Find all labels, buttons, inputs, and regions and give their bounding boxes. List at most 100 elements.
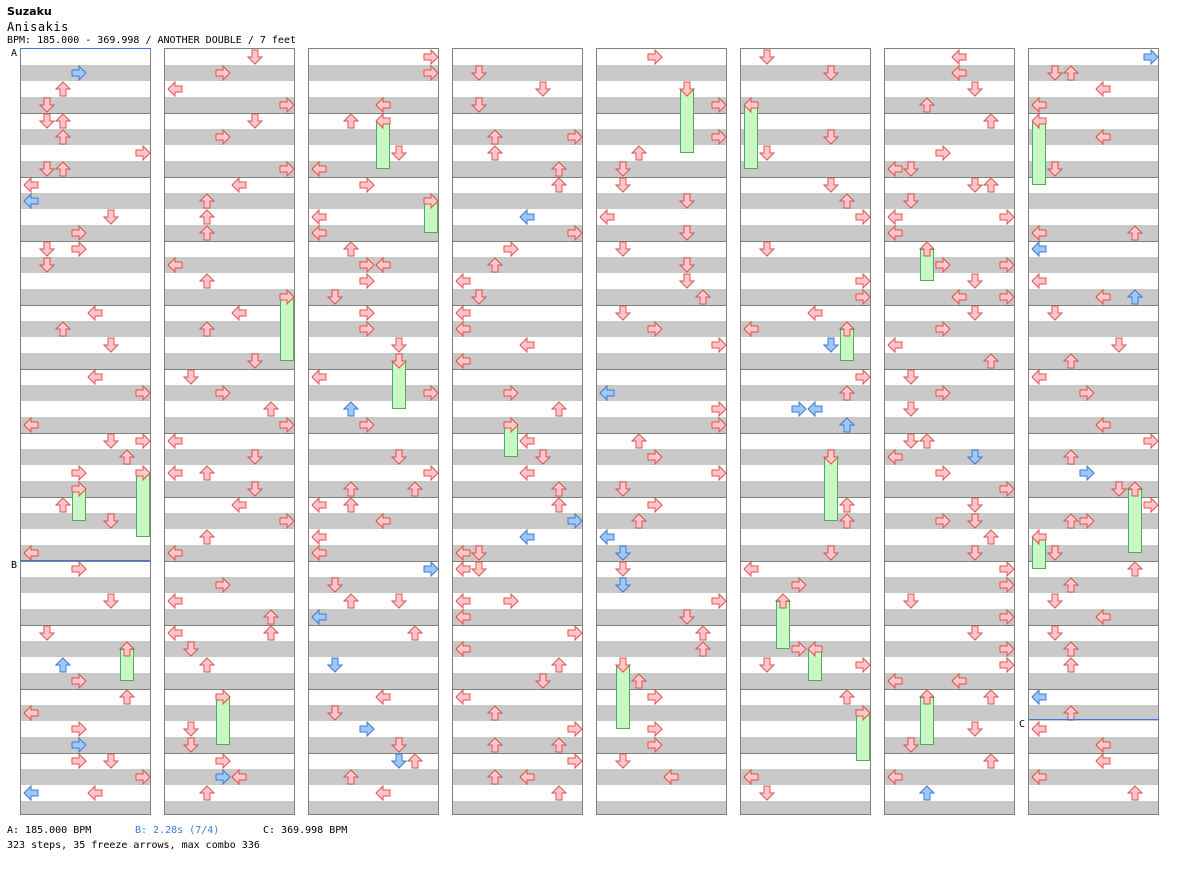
- right-arrow-icon: [647, 449, 663, 465]
- down-arrow-icon: [967, 721, 983, 737]
- up-arrow-icon: [983, 689, 999, 705]
- down-arrow-icon: [615, 161, 631, 177]
- right-arrow-icon: [855, 273, 870, 289]
- song-title: Suzaku: [7, 5, 52, 18]
- measure-line: [741, 369, 870, 370]
- down-arrow-icon: [615, 481, 631, 497]
- measure-line: [885, 305, 1014, 306]
- down-arrow-icon: [39, 625, 55, 641]
- up-arrow-icon: [839, 321, 855, 337]
- right-arrow-icon: [567, 753, 582, 769]
- down-arrow-icon: [903, 193, 919, 209]
- up-arrow-icon: [55, 321, 71, 337]
- up-arrow-icon: [407, 625, 423, 641]
- chart-column-1: [20, 48, 151, 815]
- section-label: B: [11, 560, 18, 571]
- measure-line: [309, 369, 438, 370]
- left-arrow-icon: [311, 225, 327, 241]
- down-arrow-icon: [967, 305, 983, 321]
- left-arrow-icon: [455, 641, 471, 657]
- measure-line: [741, 689, 870, 690]
- left-arrow-icon: [455, 689, 471, 705]
- right-arrow-icon: [935, 465, 951, 481]
- measure-line: [597, 241, 726, 242]
- measure-line: [309, 561, 438, 562]
- down-arrow-icon: [615, 561, 631, 577]
- freeze-arrow: [824, 457, 838, 521]
- left-arrow-icon: [311, 369, 327, 385]
- down-arrow-icon: [471, 97, 487, 113]
- measure-line: [741, 497, 870, 498]
- right-arrow-icon: [711, 593, 726, 609]
- up-arrow-icon: [983, 177, 999, 193]
- left-arrow-icon: [1095, 753, 1111, 769]
- left-arrow-icon: [455, 321, 471, 337]
- right-arrow-icon: [647, 497, 663, 513]
- down-arrow-icon: [1047, 545, 1063, 561]
- right-arrow-icon: [359, 177, 375, 193]
- down-arrow-icon: [391, 449, 407, 465]
- left-arrow-icon: [23, 417, 39, 433]
- left-arrow-icon: [23, 193, 39, 209]
- right-arrow-icon: [71, 561, 87, 577]
- up-arrow-icon: [1063, 577, 1079, 593]
- right-arrow-icon: [215, 769, 231, 785]
- right-arrow-icon: [935, 321, 951, 337]
- freeze-arrow: [1032, 121, 1046, 185]
- left-arrow-icon: [951, 673, 967, 689]
- up-arrow-icon: [919, 785, 935, 801]
- left-arrow-icon: [455, 545, 471, 561]
- measure-line: [885, 113, 1014, 114]
- up-arrow-icon: [695, 625, 711, 641]
- left-arrow-icon: [167, 465, 183, 481]
- right-arrow-icon: [135, 433, 150, 449]
- measure-line: [309, 177, 438, 178]
- up-arrow-icon: [487, 257, 503, 273]
- right-arrow-icon: [935, 257, 951, 273]
- left-arrow-icon: [1095, 81, 1111, 97]
- left-arrow-icon: [375, 513, 391, 529]
- left-arrow-icon: [807, 401, 823, 417]
- left-arrow-icon: [887, 209, 903, 225]
- right-arrow-icon: [1079, 465, 1095, 481]
- down-arrow-icon: [183, 641, 199, 657]
- down-arrow-icon: [679, 193, 695, 209]
- right-arrow-icon: [711, 465, 726, 481]
- left-arrow-icon: [743, 561, 759, 577]
- left-arrow-icon: [743, 769, 759, 785]
- down-arrow-icon: [615, 545, 631, 561]
- right-arrow-icon: [999, 209, 1014, 225]
- measure-line: [453, 561, 582, 562]
- down-arrow-icon: [823, 129, 839, 145]
- right-arrow-icon: [647, 721, 663, 737]
- right-arrow-icon: [999, 561, 1014, 577]
- down-arrow-icon: [823, 65, 839, 81]
- up-arrow-icon: [343, 593, 359, 609]
- up-arrow-icon: [1063, 513, 1079, 529]
- down-arrow-icon: [903, 593, 919, 609]
- left-arrow-icon: [311, 609, 327, 625]
- down-arrow-icon: [39, 241, 55, 257]
- right-arrow-icon: [711, 129, 726, 145]
- right-arrow-icon: [647, 689, 663, 705]
- left-arrow-icon: [519, 465, 535, 481]
- measure-line: [741, 625, 870, 626]
- down-arrow-icon: [615, 753, 631, 769]
- left-arrow-icon: [519, 529, 535, 545]
- right-arrow-icon: [791, 577, 807, 593]
- up-arrow-icon: [55, 129, 71, 145]
- up-arrow-icon: [983, 353, 999, 369]
- measure-line: [309, 113, 438, 114]
- measure-line: [1029, 433, 1158, 434]
- measure-line: [309, 689, 438, 690]
- measure-line: [885, 561, 1014, 562]
- left-arrow-icon: [231, 177, 247, 193]
- right-arrow-icon: [503, 385, 519, 401]
- measure-line: [1029, 369, 1158, 370]
- measure-line: [885, 497, 1014, 498]
- right-arrow-icon: [359, 273, 375, 289]
- down-arrow-icon: [39, 113, 55, 129]
- down-arrow-icon: [471, 545, 487, 561]
- section-marker-line: [1028, 719, 1159, 720]
- right-arrow-icon: [71, 225, 87, 241]
